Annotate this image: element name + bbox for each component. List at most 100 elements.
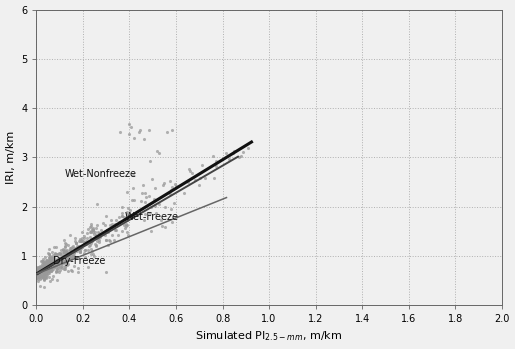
Point xyxy=(92,232,100,237)
Point xyxy=(36,268,44,274)
Point xyxy=(59,246,67,251)
Point xyxy=(38,263,46,269)
Point xyxy=(37,267,45,272)
Point xyxy=(127,124,135,130)
Point xyxy=(40,264,48,270)
Point xyxy=(33,272,41,278)
Point xyxy=(40,272,48,277)
Point xyxy=(47,255,56,261)
Point xyxy=(40,271,48,276)
Point xyxy=(136,127,145,133)
Point xyxy=(38,272,46,277)
Point xyxy=(81,247,90,253)
Point xyxy=(68,254,77,259)
Point xyxy=(52,262,60,268)
Point xyxy=(86,229,94,235)
Point xyxy=(46,278,55,284)
Point xyxy=(40,269,48,274)
Point xyxy=(121,226,129,231)
Point xyxy=(46,265,54,271)
Point xyxy=(36,276,44,282)
Point xyxy=(61,244,70,249)
Point xyxy=(64,268,72,274)
Point xyxy=(42,260,50,266)
Point xyxy=(115,219,123,225)
Point xyxy=(62,259,70,264)
Point xyxy=(41,267,49,273)
Point xyxy=(64,243,72,248)
Point xyxy=(155,150,163,156)
Point xyxy=(47,257,55,263)
Point xyxy=(127,215,135,221)
Point xyxy=(45,258,54,263)
Point xyxy=(124,232,132,238)
Point xyxy=(123,222,131,228)
Point xyxy=(40,276,48,282)
Point xyxy=(108,221,116,227)
Point xyxy=(50,259,59,264)
Point xyxy=(57,257,65,263)
Point xyxy=(36,267,44,273)
Point xyxy=(34,274,42,280)
Point xyxy=(48,266,57,271)
Point xyxy=(166,178,174,184)
Point xyxy=(44,268,53,274)
Point xyxy=(36,267,44,273)
Point xyxy=(45,260,53,266)
Point xyxy=(72,255,80,260)
Point xyxy=(38,261,46,267)
Point xyxy=(125,122,133,127)
Point xyxy=(119,223,128,228)
Point xyxy=(71,263,79,269)
Point xyxy=(212,158,220,164)
Point xyxy=(80,251,88,256)
Point xyxy=(33,276,42,282)
Point xyxy=(67,267,75,273)
Point xyxy=(47,261,56,267)
Point xyxy=(75,243,83,248)
Point xyxy=(52,262,60,268)
Point xyxy=(87,228,95,234)
Point xyxy=(42,273,50,278)
Point xyxy=(67,244,76,249)
Point xyxy=(42,267,50,273)
Point xyxy=(90,231,98,237)
Point xyxy=(64,254,73,259)
Point xyxy=(44,264,52,270)
Point xyxy=(151,203,159,209)
Point xyxy=(31,269,39,274)
Point xyxy=(38,269,46,275)
Point xyxy=(74,269,82,275)
Point xyxy=(40,266,48,271)
Point xyxy=(71,236,79,241)
Point xyxy=(43,266,52,272)
Point xyxy=(111,227,119,233)
Point xyxy=(88,239,96,244)
Point xyxy=(52,268,60,274)
Point xyxy=(60,266,68,272)
Point xyxy=(28,274,36,280)
Point xyxy=(138,191,146,196)
Point xyxy=(71,246,79,251)
Point xyxy=(29,267,37,273)
Point xyxy=(63,249,72,254)
Point xyxy=(61,240,69,245)
Point xyxy=(41,263,49,269)
Point xyxy=(244,145,252,150)
Point xyxy=(237,153,246,159)
Point xyxy=(92,226,100,231)
Point xyxy=(171,181,179,187)
Point xyxy=(76,247,84,253)
Point xyxy=(42,267,50,272)
Point xyxy=(63,254,71,260)
Point xyxy=(91,230,99,235)
Point xyxy=(92,233,100,238)
Point xyxy=(61,263,70,268)
Point xyxy=(102,214,110,219)
Point xyxy=(62,250,70,255)
Point xyxy=(55,258,63,264)
Point xyxy=(87,239,95,244)
Point xyxy=(86,242,94,247)
Point xyxy=(48,263,56,269)
Point xyxy=(61,247,69,253)
